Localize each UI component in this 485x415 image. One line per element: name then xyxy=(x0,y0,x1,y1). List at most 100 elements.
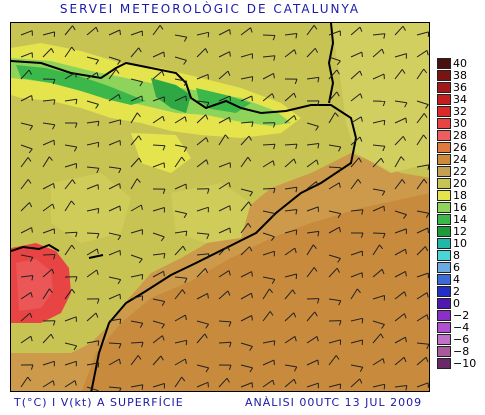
wind-barb-feather xyxy=(141,342,144,348)
wind-barb-feather xyxy=(228,270,231,276)
wind-barb xyxy=(20,122,33,127)
wind-barb xyxy=(218,95,231,102)
wind-barb-feather xyxy=(138,157,142,163)
wind-barb xyxy=(372,268,383,278)
wind-barb-feather xyxy=(272,379,275,386)
wind-barb-feather xyxy=(183,60,187,65)
wind-barb-feather xyxy=(405,117,407,124)
wind-barb xyxy=(328,339,341,344)
wind-barb xyxy=(306,47,316,58)
wind-barb xyxy=(328,166,342,169)
wind-barb xyxy=(394,270,406,278)
wind-barb xyxy=(130,229,143,234)
wind-barb xyxy=(394,25,404,36)
wind-barb xyxy=(42,203,53,212)
wind-barb-feather xyxy=(294,366,298,372)
wind-barbs-layer xyxy=(20,25,429,391)
wind-barb-feather xyxy=(207,32,210,38)
wind-barb xyxy=(64,244,73,256)
wind-barb-feather xyxy=(184,278,188,284)
wind-barb xyxy=(240,188,253,193)
wind-barb-feather xyxy=(95,27,99,33)
wind-barb-feather xyxy=(251,293,253,299)
wind-barb-feather xyxy=(273,144,276,150)
wind-barb xyxy=(64,98,77,102)
wind-barb xyxy=(130,30,143,36)
wind-barb-feather xyxy=(163,271,165,277)
wind-barb xyxy=(42,48,52,58)
wind-barb xyxy=(328,30,341,36)
wind-barb-feather xyxy=(427,227,429,234)
wind-barb xyxy=(130,157,140,168)
wind-barb xyxy=(152,270,164,278)
wind-barb xyxy=(306,382,319,388)
legend-label: 26 xyxy=(453,141,467,154)
wind-barb xyxy=(306,335,318,344)
legend-swatch xyxy=(437,346,451,357)
wind-barb xyxy=(108,293,121,300)
wind-barb-feather xyxy=(71,200,75,206)
wind-barb-feather xyxy=(50,333,54,339)
wind-barb xyxy=(20,157,29,168)
wind-barb-feather xyxy=(426,344,429,350)
wind-barb-feather xyxy=(229,51,231,57)
wind-barb xyxy=(284,49,295,58)
wind-barb-feather xyxy=(361,209,364,215)
wind-barb-feather xyxy=(27,157,32,162)
wind-barb xyxy=(86,248,98,256)
wind-barb-feather xyxy=(359,367,364,372)
wind-barb-feather xyxy=(316,159,319,165)
wind-barb xyxy=(20,95,32,102)
border-east xyxy=(327,23,335,104)
wind-barb xyxy=(64,25,73,36)
wind-barb xyxy=(328,298,341,302)
wind-barb-feather xyxy=(119,29,121,36)
wind-barb xyxy=(42,31,55,36)
wind-barb-feather xyxy=(405,385,408,391)
legend-label: 24 xyxy=(453,153,467,166)
wind-barb xyxy=(350,339,363,344)
wind-barb-feather xyxy=(52,380,55,386)
wind-barb-feather xyxy=(425,213,429,218)
highland-lobe xyxy=(131,133,191,173)
wind-barb xyxy=(394,100,407,104)
wind-barb-feather xyxy=(141,274,144,280)
wind-barb xyxy=(86,232,100,235)
wind-barb xyxy=(108,249,121,256)
wind-barb-feather xyxy=(181,376,186,382)
wind-barb xyxy=(20,254,33,258)
wind-barb-feather xyxy=(404,291,407,297)
wind-barb xyxy=(86,340,99,344)
wind-barb xyxy=(196,48,206,58)
legend-swatch xyxy=(437,262,451,273)
wind-barb xyxy=(86,141,99,146)
legend-label: 4 xyxy=(453,273,460,286)
wind-barb xyxy=(284,186,297,190)
wind-barb-feather xyxy=(225,134,229,140)
wind-barb-feather xyxy=(29,125,34,131)
wind-barb-feather xyxy=(315,181,319,187)
wind-barb xyxy=(416,178,425,190)
wind-barb-feather xyxy=(426,314,429,320)
wind-barb-feather xyxy=(160,355,164,361)
wind-barb-feather xyxy=(53,320,56,326)
wind-barb xyxy=(152,298,165,302)
legend-label: 18 xyxy=(453,189,467,202)
wind-barb xyxy=(86,184,99,190)
wind-barb xyxy=(218,162,231,168)
wind-barb xyxy=(240,27,251,36)
wind-barb-feather xyxy=(183,36,188,42)
wind-barb xyxy=(20,144,33,150)
wind-barb xyxy=(130,178,138,190)
wind-barb xyxy=(174,56,187,61)
wind-barb-feather xyxy=(405,249,407,255)
wind-barb-feather xyxy=(273,55,276,61)
wind-barb-feather xyxy=(336,91,340,97)
wind-barb xyxy=(262,340,275,344)
wind-barb xyxy=(174,183,187,190)
wind-barb xyxy=(174,156,183,168)
wind-barb-feather xyxy=(248,135,252,141)
wind-barb-feather xyxy=(226,377,230,383)
legend-swatch xyxy=(437,214,451,225)
legend-label: 34 xyxy=(453,93,467,106)
